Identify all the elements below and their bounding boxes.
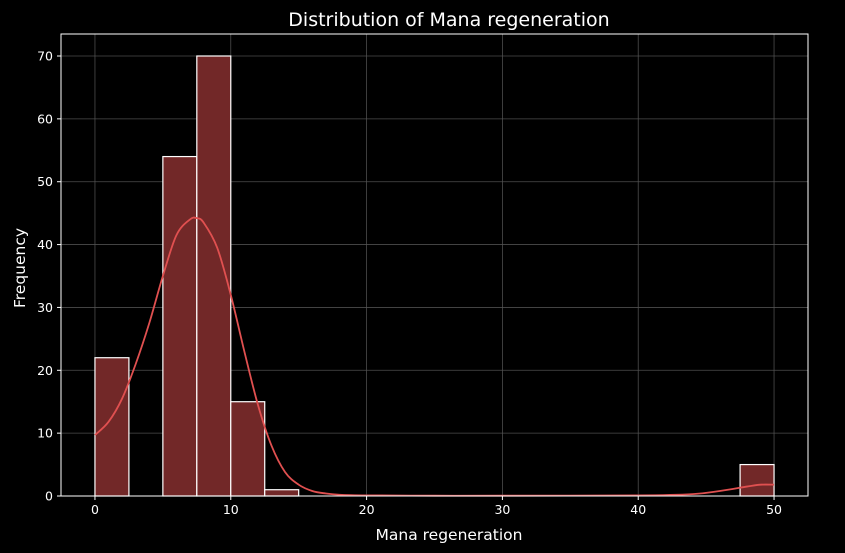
bars-layer [94,55,775,497]
histogram-bar [739,463,775,497]
x-tick-label: 50 [766,502,782,517]
y-axis-title: Frequency [11,228,29,308]
plot-frame [60,33,809,497]
histogram-bar [94,357,130,497]
y-tick-label: 10 [37,426,53,441]
ticks-layer: 0 10 20 30 40 50 0 10 20 30 40 50 60 70 [37,49,782,518]
kde-layer [94,216,775,497]
x-tick-label: 40 [630,502,646,517]
kde-line [94,216,775,497]
y-tick-label: 30 [37,300,53,315]
x-tick-label: 20 [359,502,375,517]
x-axis-title: Mana regeneration [376,526,523,544]
x-tick-label: 30 [494,502,510,517]
histogram-bar [230,401,266,497]
chart-title: Distribution of Mana regeneration [288,9,609,31]
y-tick-label: 0 [45,489,53,504]
y-tick-label: 70 [37,49,53,64]
histogram-bar [162,155,198,497]
histogram-bar [264,489,300,497]
x-tick-label: 10 [223,502,239,517]
y-tick-label: 60 [37,111,53,126]
y-tick-label: 50 [37,174,53,189]
y-tick-label: 40 [37,237,53,252]
y-tick-label: 20 [37,363,53,378]
x-tick-label: 0 [91,502,99,517]
axes-box [60,33,809,497]
